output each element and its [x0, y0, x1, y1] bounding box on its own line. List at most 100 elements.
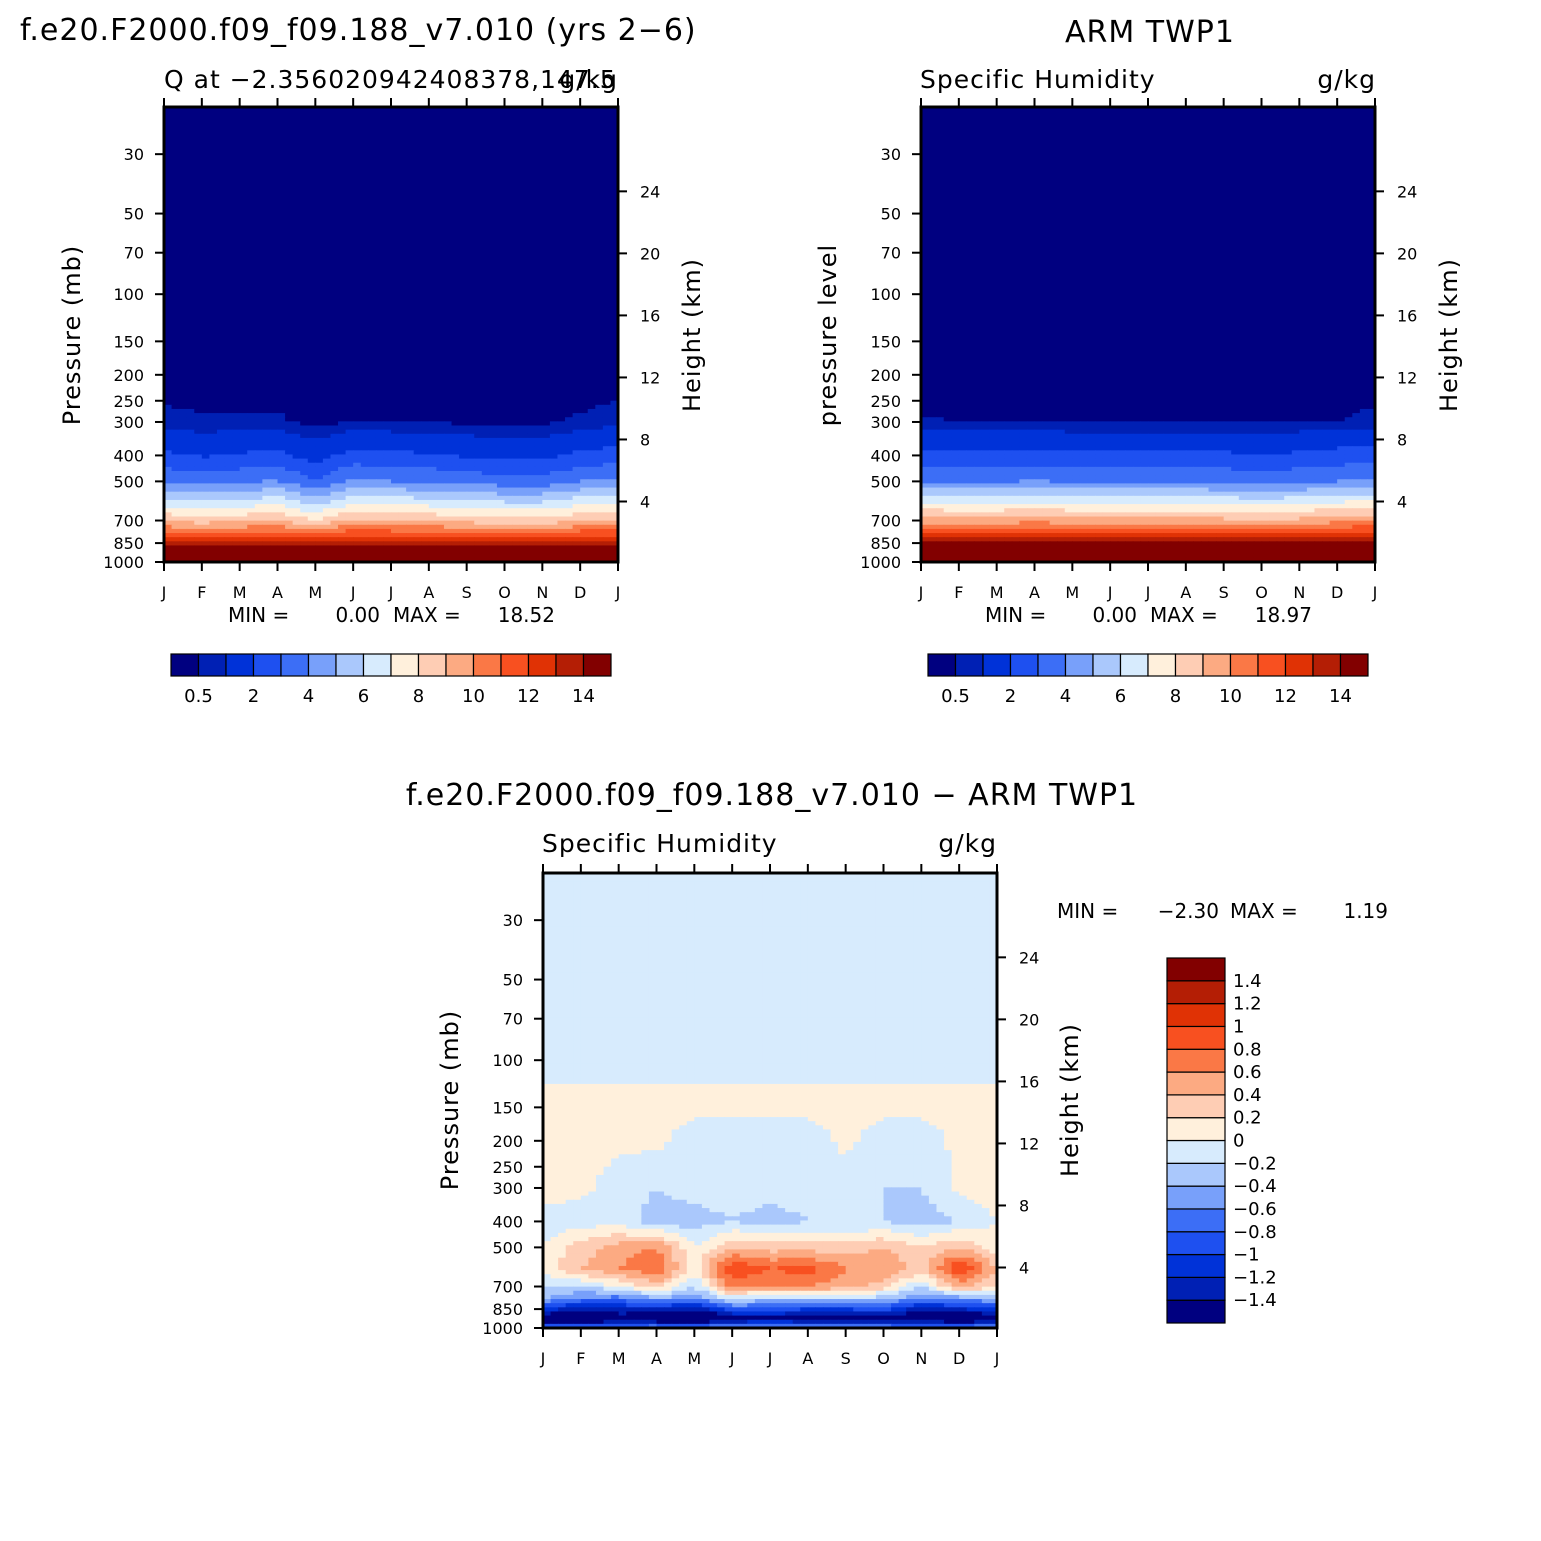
contour-cell — [535, 297, 543, 302]
contour-cell — [474, 409, 482, 414]
contour-cell — [278, 430, 286, 435]
contour-cell — [603, 272, 611, 277]
contour-cell — [482, 260, 490, 265]
contour-cell — [414, 244, 422, 249]
contour-cell — [353, 161, 361, 166]
contour-cell — [474, 268, 482, 273]
contour-cell — [262, 198, 270, 203]
contour-cell — [376, 140, 384, 145]
contour-cell — [361, 413, 369, 418]
contour-cell — [573, 210, 581, 215]
contour-cell — [285, 169, 293, 174]
contour-cell — [293, 219, 301, 224]
contour-cell — [323, 148, 331, 153]
contour-cell — [550, 128, 558, 133]
contour-cell — [467, 136, 475, 141]
contour-cell — [376, 119, 384, 124]
contour-cell — [512, 144, 520, 149]
contour-cell — [300, 330, 308, 335]
contour-cell — [520, 330, 528, 335]
contour-cell — [240, 140, 248, 145]
contour-cell — [497, 405, 505, 410]
contour-cell — [444, 248, 452, 253]
contour-cell — [368, 198, 376, 203]
contour-cell — [353, 202, 361, 207]
contour-cell — [255, 397, 263, 402]
contour-cell — [383, 119, 391, 124]
contour-cell — [368, 115, 376, 120]
contour-cell — [308, 368, 316, 373]
contour-cell — [194, 322, 202, 327]
contour-cell — [505, 169, 513, 174]
contour-cell — [520, 239, 528, 244]
contour-cell — [527, 343, 535, 348]
contour-cell — [482, 128, 490, 133]
contour-cell — [474, 314, 482, 319]
contour-cell — [262, 256, 270, 261]
contour-cell — [603, 239, 611, 244]
contour-cell — [323, 388, 331, 393]
contour-cell — [209, 153, 217, 158]
contour-cell — [240, 392, 248, 397]
contour-cell — [444, 206, 452, 211]
contour-cell — [255, 351, 263, 356]
contour-cell — [179, 177, 187, 182]
contour-cell — [557, 272, 565, 277]
contour-cell — [308, 405, 316, 410]
contour-cell — [467, 148, 475, 153]
contour-cell — [353, 409, 361, 414]
contour-cell — [512, 293, 520, 298]
contour-cell — [595, 363, 603, 368]
contour-cell — [293, 111, 301, 116]
contour-cell — [187, 409, 195, 414]
contour-cell — [580, 264, 588, 269]
contour-cell — [482, 293, 490, 298]
contour-cell — [278, 239, 286, 244]
contour-cell — [595, 388, 603, 393]
contour-cell — [399, 335, 407, 340]
contour-cell — [603, 119, 611, 124]
contour-cell — [505, 409, 513, 414]
contour-cell — [361, 264, 369, 269]
contour-cell — [361, 405, 369, 410]
contour-cell — [406, 186, 414, 191]
contour-cell — [187, 376, 195, 381]
contour-cell — [376, 330, 384, 335]
contour-cell — [225, 343, 233, 348]
contour-cell — [278, 380, 286, 385]
contour-cell — [323, 202, 331, 207]
contour-cell — [459, 111, 467, 116]
contour-cell — [172, 111, 180, 116]
contour-cell — [270, 190, 278, 195]
contour-cell — [527, 119, 535, 124]
contour-cell — [580, 401, 588, 406]
contour-cell — [452, 417, 460, 422]
contour-cell — [376, 202, 384, 207]
contour-cell — [391, 376, 399, 381]
contour-cell — [436, 272, 444, 277]
contour-cell — [573, 219, 581, 224]
contour-cell — [474, 446, 482, 451]
contour-cell — [489, 256, 497, 261]
contour-cell — [505, 322, 513, 327]
contour-cell — [588, 397, 596, 402]
contour-cell — [172, 256, 180, 261]
contour-cell — [247, 314, 255, 319]
contour-cell — [278, 289, 286, 294]
contour-cell — [565, 165, 573, 170]
contour-cell — [573, 438, 581, 443]
contour-cell — [209, 401, 217, 406]
contour-cell — [278, 355, 286, 360]
contour-cell — [172, 115, 180, 120]
contour-cell — [467, 115, 475, 120]
contour-cell — [194, 206, 202, 211]
contour-cell — [247, 268, 255, 273]
contour-cell — [255, 281, 263, 286]
contour-cell — [338, 401, 346, 406]
contour-cell — [330, 413, 338, 418]
contour-cell — [421, 368, 429, 373]
contour-cell — [474, 153, 482, 158]
contour-cell — [391, 442, 399, 447]
contour-cell — [520, 231, 528, 236]
contour-cell — [573, 434, 581, 439]
